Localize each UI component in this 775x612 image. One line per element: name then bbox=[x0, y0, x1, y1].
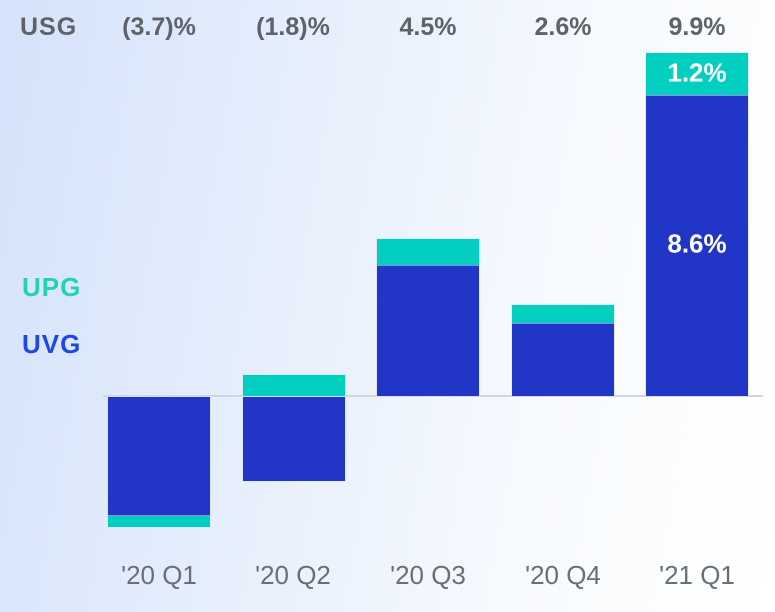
usg-value-20q2: (1.8)% bbox=[256, 13, 330, 41]
x-axis-label-20q3: '20 Q3 bbox=[390, 560, 466, 590]
upg-inbar-value-label: 1.2% bbox=[667, 57, 727, 88]
usg-series-label: USG bbox=[20, 13, 78, 41]
bar-segment-upg-20Q1 bbox=[108, 516, 210, 527]
bar-segment-uvg-20Q4 bbox=[511, 322, 614, 396]
uvg-inbar-value-label: 8.6% bbox=[667, 228, 727, 259]
x-axis-label-21q1: '21 Q1 bbox=[659, 560, 735, 590]
bar-segment-upg-20Q2 bbox=[242, 375, 345, 396]
legend-upg-label: UPG bbox=[22, 272, 82, 302]
x-axis-label-20q2: '20 Q2 bbox=[255, 560, 331, 590]
zero-axis-line bbox=[103, 395, 763, 397]
bar-segment-upg-20Q4 bbox=[511, 305, 614, 323]
x-axis-label-20q4: '20 Q4 bbox=[525, 560, 601, 590]
bar-segment-uvg-20Q1 bbox=[108, 397, 210, 516]
usg-value-21q1: 9.9% bbox=[668, 13, 726, 41]
bar-segment-uvg-20Q3 bbox=[377, 264, 479, 396]
usg-value-20q3: 4.5% bbox=[399, 13, 457, 41]
legend-uvg-label: UVG bbox=[22, 329, 82, 359]
x-axis-label-20q1: '20 Q1 bbox=[121, 560, 197, 590]
usg-value-20q4: 2.6% bbox=[534, 13, 592, 41]
bar-segment-upg-21Q1 bbox=[646, 53, 748, 95]
bar-segment-uvg-21Q1 bbox=[646, 95, 748, 396]
bar-segment-upg-20Q3 bbox=[377, 238, 479, 265]
usg-value-20q1: (3.7)% bbox=[122, 13, 196, 41]
bar-segment-uvg-20Q2 bbox=[242, 397, 345, 481]
